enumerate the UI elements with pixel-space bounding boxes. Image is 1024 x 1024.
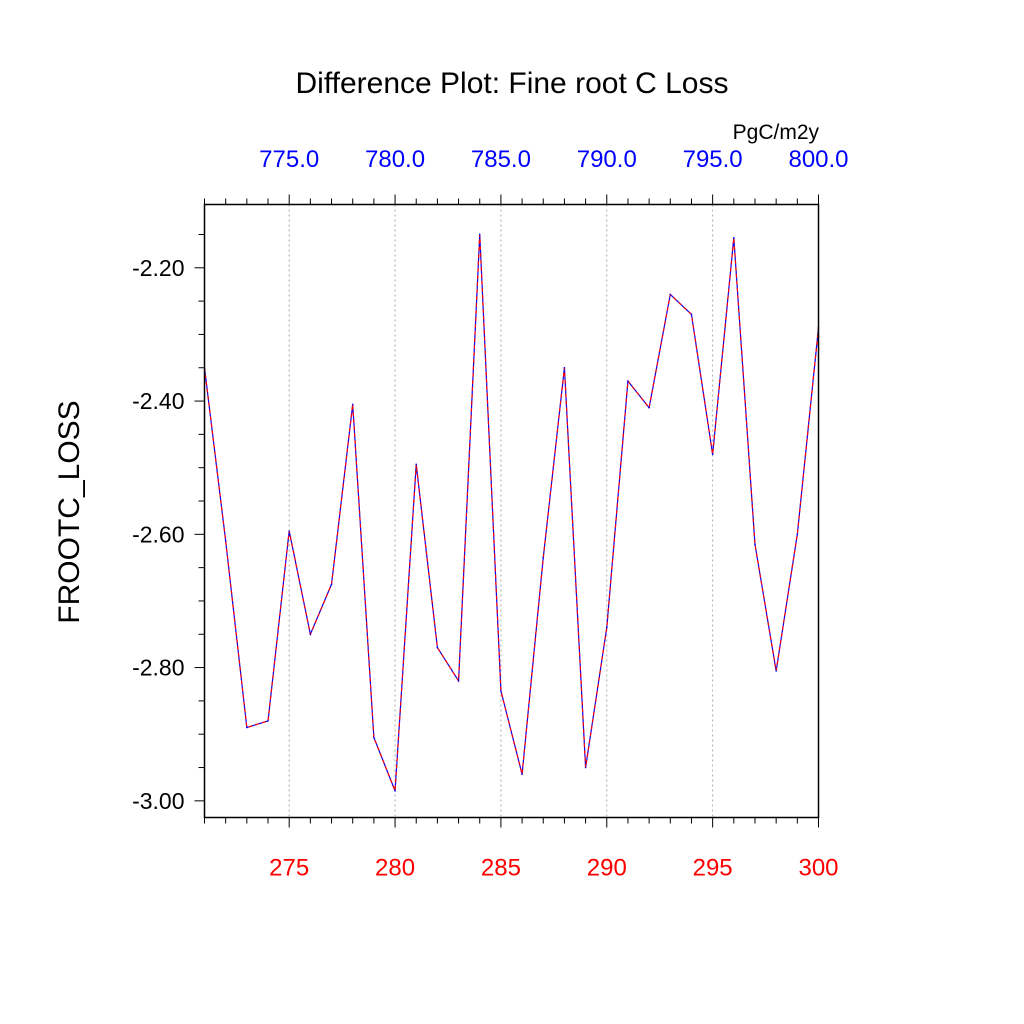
units-label: PgC/m2y bbox=[733, 121, 820, 144]
data-point bbox=[478, 233, 481, 236]
series-lines bbox=[203, 233, 820, 792]
data-point bbox=[351, 403, 354, 406]
x-tick-label-top: 785.0 bbox=[471, 146, 531, 173]
gridlines bbox=[288, 204, 714, 818]
data-point bbox=[457, 680, 460, 682]
data-point bbox=[584, 766, 587, 769]
data-point bbox=[246, 726, 248, 729]
x-tick-label-top: 795.0 bbox=[683, 146, 743, 173]
data-point bbox=[394, 790, 396, 792]
x-tick-label-top: 775.0 bbox=[259, 146, 319, 173]
x-tick-label-top: 790.0 bbox=[577, 146, 637, 173]
y-tick-label: -2.80 bbox=[132, 655, 184, 681]
plot-frame bbox=[203, 203, 820, 819]
x-tick-label-bottom: 300 bbox=[798, 855, 838, 882]
data-point bbox=[542, 556, 545, 559]
data-point bbox=[754, 543, 756, 546]
data-point bbox=[563, 366, 566, 369]
y-tick-label: -2.20 bbox=[132, 255, 184, 281]
data-point bbox=[669, 293, 672, 296]
data-point bbox=[627, 380, 629, 382]
data-point bbox=[267, 720, 269, 722]
tick-labels: 275 280 285 290 295 300 775.0 780.0 785.0 790.0 79… bbox=[132, 146, 848, 882]
y-tick-label: -2.60 bbox=[132, 521, 184, 547]
data-point bbox=[605, 626, 608, 629]
data-point bbox=[521, 773, 523, 775]
x-tick-label-bottom: 280 bbox=[375, 855, 415, 882]
data-point bbox=[690, 313, 693, 316]
y-axis-label: FROOTC_LOSS bbox=[53, 400, 86, 623]
data-point bbox=[796, 533, 799, 536]
data-point bbox=[775, 670, 777, 672]
x-tick-label-bottom: 295 bbox=[693, 855, 733, 882]
data-point bbox=[711, 453, 714, 456]
data-point bbox=[436, 646, 439, 649]
data-point bbox=[415, 463, 418, 466]
data-point bbox=[648, 406, 650, 409]
data-point bbox=[373, 736, 375, 739]
x-tick-label-bottom: 275 bbox=[269, 855, 309, 882]
x-tick-label-top: 800.0 bbox=[788, 146, 848, 173]
x-tick-label-bottom: 290 bbox=[587, 855, 627, 882]
y-tick-label: -3.00 bbox=[132, 788, 184, 814]
data-point bbox=[309, 633, 312, 636]
series-line bbox=[203, 233, 820, 792]
data-point bbox=[288, 530, 290, 532]
series-line-overlay bbox=[203, 234, 820, 792]
x-tick-label-bottom: 285 bbox=[481, 855, 521, 882]
data-point bbox=[733, 237, 735, 239]
x-tick-label-top: 780.0 bbox=[365, 146, 425, 173]
data-point bbox=[500, 690, 502, 692]
chart-title: Difference Plot: Fine root C Loss bbox=[296, 67, 729, 100]
data-point bbox=[330, 583, 333, 586]
y-tick-label: -2.40 bbox=[132, 388, 184, 414]
data-point bbox=[224, 540, 227, 542]
axis-ticks bbox=[194, 194, 819, 828]
